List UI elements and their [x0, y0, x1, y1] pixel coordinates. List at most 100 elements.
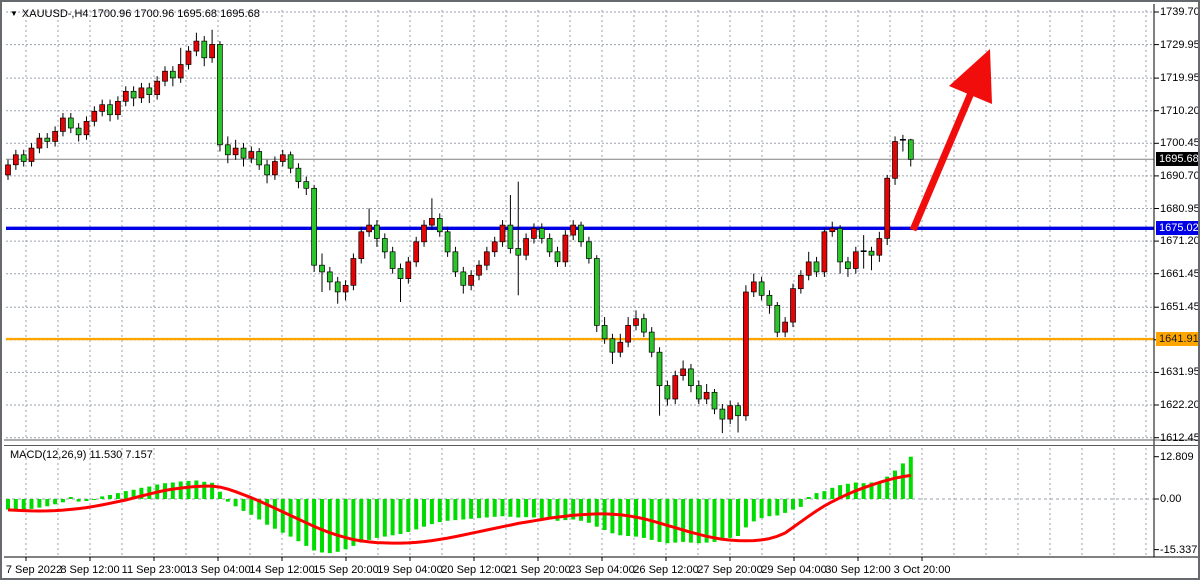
price-axis-label: 1671.20: [1160, 235, 1200, 247]
time-axis-label: 11 Sep 23:00: [121, 564, 187, 576]
time-axis-label: 30 Sep 12:00: [825, 564, 891, 576]
macd-histogram-bar: [908, 456, 913, 499]
macd-histogram-bar: [555, 499, 560, 521]
macd-histogram-bar: [374, 499, 379, 538]
macd-histogram-bar: [194, 480, 199, 499]
macd-histogram-bar: [272, 499, 277, 529]
macd-histogram-bar: [783, 499, 788, 513]
macd-histogram-bar: [241, 499, 246, 511]
macd-histogram-bar: [775, 499, 780, 516]
macd-histogram-bar: [265, 499, 270, 525]
bull-candle: [750, 281, 757, 293]
price-axis-label: 1729.95: [1160, 39, 1200, 51]
bull-candle: [12, 154, 19, 166]
price-axis-label: 1631.95: [1160, 366, 1200, 378]
time-axis-label: 27 Sep 20:00: [697, 564, 763, 576]
bull-candle: [366, 224, 372, 233]
macd-histogram-bar: [257, 499, 262, 520]
bear-candle: [609, 338, 616, 353]
macd-histogram-bar: [579, 499, 583, 521]
bull-candle: [743, 291, 749, 417]
macd-histogram-bar: [288, 499, 293, 537]
chart-symbol-period: XAUUSD-,H4: [21, 8, 89, 20]
chart-ohlc-quote: 1700.96 1700.96 1695.68 1695.68: [91, 8, 260, 20]
bear-candle: [774, 305, 781, 333]
price-axis-label: 1700.45: [1160, 137, 1200, 149]
macd-histogram-bar: [359, 499, 364, 543]
chart-dropdown-icon[interactable]: ▼: [10, 9, 18, 18]
macd-histogram-bar: [210, 482, 215, 499]
macd-histogram-bar: [665, 499, 670, 544]
macd-histogram-bar: [814, 493, 819, 499]
macd-histogram-bar: [712, 499, 717, 542]
bear-candle: [515, 248, 522, 256]
bear-candle: [169, 70, 176, 79]
price-axis-label: 1680.95: [1160, 203, 1200, 215]
macd-histogram-bar: [280, 499, 285, 533]
time-axis-label: 21 Sep 20:00: [505, 564, 571, 576]
macd-histogram-bar: [469, 499, 474, 519]
bear-candle: [837, 228, 843, 263]
macd-histogram-bar: [492, 499, 497, 517]
bull-candle: [531, 228, 537, 239]
bear-candle: [217, 44, 223, 146]
bear-candle: [688, 368, 694, 386]
bear-candle: [664, 385, 671, 400]
macd-histogram-bar: [29, 499, 34, 509]
bull-candle: [617, 341, 624, 353]
bear-candle: [130, 90, 137, 99]
macd-histogram-bar: [751, 499, 756, 522]
bear-candle: [389, 251, 396, 269]
bear-candle: [758, 281, 765, 296]
price-axis-label: 1690.70: [1160, 170, 1200, 182]
bull-candle: [36, 137, 43, 149]
macd-histogram-bar: [453, 499, 458, 521]
bull-candle: [91, 110, 98, 122]
bull-candle: [177, 64, 184, 79]
bull-candle: [413, 241, 420, 263]
trend-arrow-shaft[interactable]: [909, 91, 975, 232]
bull-candle: [154, 80, 161, 95]
price-axis-label: 1710.20: [1160, 105, 1200, 117]
macd-histogram-bar: [53, 499, 58, 505]
bear-candle: [593, 258, 600, 326]
price-axis-label: 1719.95: [1160, 72, 1200, 84]
bull-candle: [680, 368, 686, 376]
macd-histogram-bar: [422, 499, 426, 527]
macd-histogram-bar: [92, 499, 97, 500]
time-axis-label: 3 Oct 20:00: [893, 564, 951, 576]
bear-candle: [311, 187, 317, 266]
bear-candle: [546, 238, 553, 253]
bear-candle: [319, 264, 325, 273]
bull-candle: [523, 238, 529, 256]
macd-histogram-bar: [688, 499, 693, 543]
macd-histogram-bar: [500, 499, 505, 517]
bear-candle: [578, 224, 584, 243]
trend-arrow-head[interactable]: [949, 49, 992, 104]
macd-histogram-bar: [877, 481, 882, 499]
macd-histogram-bar: [571, 499, 576, 520]
bull-candle: [209, 44, 215, 59]
bull-candle: [805, 261, 812, 276]
macd-histogram-bar: [477, 499, 481, 519]
price-axis-label: 1622.20: [1160, 399, 1200, 411]
macd-histogram-bar: [437, 499, 442, 523]
price-axis-label: 1612.45: [1160, 432, 1200, 444]
bull-candle: [727, 405, 734, 420]
macd-histogram-bar: [822, 491, 827, 499]
macd-histogram-bar: [115, 493, 120, 499]
bear-candle: [224, 144, 231, 156]
macd-histogram-bar: [681, 499, 686, 542]
macd-histogram-bar: [869, 482, 874, 499]
macd-histogram-bar: [720, 499, 725, 541]
bull-candle: [279, 154, 286, 162]
macd-histogram-bar: [13, 499, 18, 511]
time-axis-label: 20 Sep 12:00: [441, 564, 507, 576]
macd-histogram-bar: [657, 499, 662, 542]
bear-candle: [444, 231, 451, 253]
macd-histogram-bar: [233, 499, 238, 507]
macd-histogram-bar: [343, 499, 348, 550]
macd-histogram-bar: [367, 499, 372, 540]
bear-candle: [44, 137, 51, 142]
bear-candle: [326, 271, 333, 283]
